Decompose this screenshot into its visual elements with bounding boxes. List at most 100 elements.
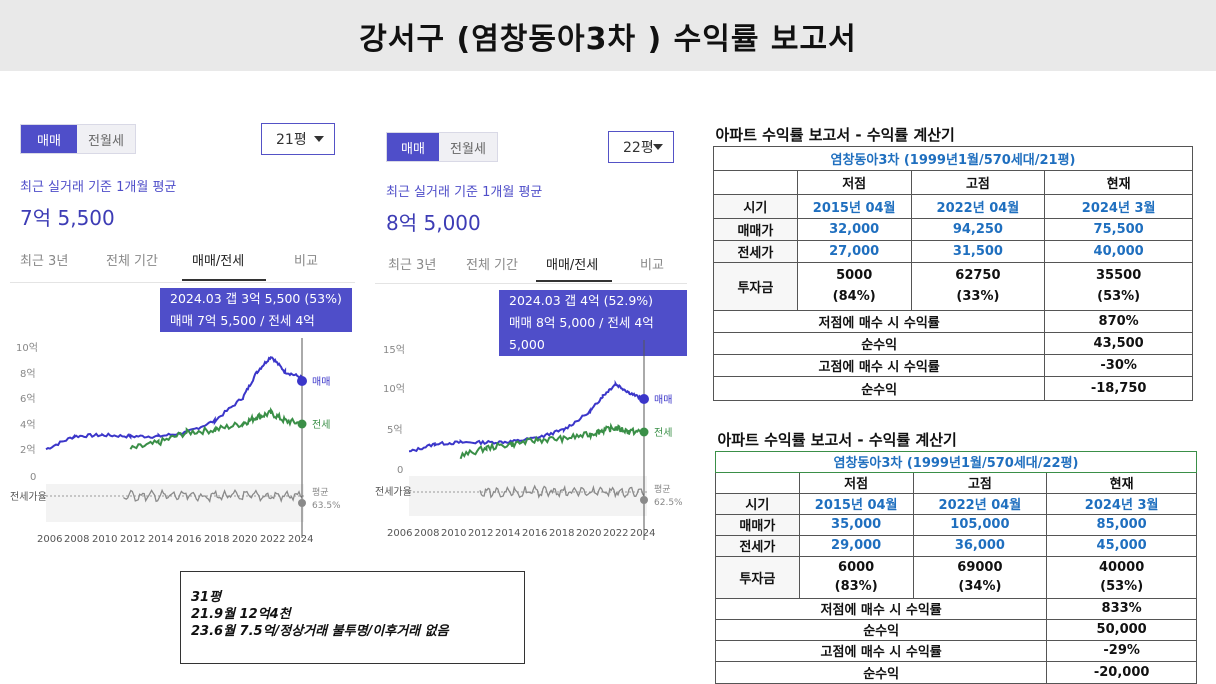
toggle-sale[interactable]: 매매 (21, 125, 77, 153)
cell: 40,000 (1044, 239, 1193, 263)
header-high: 고점 (912, 471, 1048, 494)
tab-recent-3y[interactable]: 최근 3년 (388, 258, 437, 273)
chart-series (45, 356, 303, 504)
avg-price: 7억 5,500 (20, 206, 115, 230)
cell: 62750 (33%) (910, 261, 1046, 311)
row-label: 매매가 (713, 217, 798, 241)
area-select-value: 21평 (276, 132, 307, 148)
cell: 35500 (53%) (1044, 261, 1193, 311)
tab-compare[interactable]: 비교 (294, 254, 318, 269)
report-header: 강서구 (염창동아3차 ) 수익률 보고서 (0, 0, 1216, 71)
summary-label: 저점에 매수 시 수익률 (712, 309, 1046, 333)
summary-label: 저점에 매수 시 수익률 (714, 597, 1048, 620)
jeonse-price-line (459, 422, 645, 460)
area-select-value: 22평 (623, 140, 654, 156)
x-tick-label: 2012 (120, 534, 145, 545)
invest-pct: (53%) (1097, 289, 1141, 304)
x-tick-label: 2010 (441, 528, 466, 539)
ratio-point (640, 496, 648, 504)
x-tick-label: 2008 (414, 528, 439, 539)
x-tick-label: 2016 (522, 528, 547, 539)
y-tick-label: 5억 (387, 424, 403, 436)
cell: 2022년 04월 (910, 193, 1046, 219)
row-label: 매매가 (715, 513, 800, 536)
table-title: 아파트 수익률 보고서 - 수익률 계산기 (715, 126, 955, 145)
invest-amount: 69000 (957, 560, 1003, 575)
summary-value: -20,000 (1046, 660, 1197, 684)
cell: 69000 (34%) (912, 555, 1048, 599)
x-tick-label: 2014 (495, 528, 520, 539)
sale-price-line (45, 356, 303, 451)
tabs-divider (10, 282, 355, 283)
invest-amount: 5000 (836, 268, 873, 283)
invest-amount: 6000 (838, 560, 875, 575)
tab-sale-jeonse[interactable]: 매매/전세 (192, 254, 245, 269)
row-label: 시기 (713, 193, 798, 219)
y-tick-label: 6억 (20, 393, 36, 405)
chart-series (408, 379, 645, 499)
invest-amount: 62750 (955, 268, 1001, 283)
tab-compare[interactable]: 비교 (640, 258, 664, 273)
ratio-band (409, 476, 647, 516)
tab-sale-jeonse[interactable]: 매매/전세 (546, 258, 599, 273)
summary-label: 고점에 매수 시 수익률 (712, 353, 1046, 377)
cell: 75,500 (1044, 217, 1193, 241)
toggle-rent[interactable]: 전월세 (77, 125, 135, 153)
cell: 35,000 (798, 513, 914, 536)
invest-amount: 35500 (1096, 268, 1142, 283)
tab-recent-3y[interactable]: 최근 3년 (20, 254, 69, 269)
cell: 2022년 04월 (912, 492, 1048, 515)
ratio-band (46, 484, 304, 522)
return-calc-table-22: 아파트 수익률 보고서 - 수익률 계산기 염창동아3차 (1999년1월/57… (714, 429, 1197, 684)
x-axis: 2006 2008 2010 2012 2014 2016 2018 2020 … (37, 534, 313, 545)
x-tick-label: 2018 (204, 534, 229, 545)
y-axis: 10억 8억 6억 4억 2억 0 (16, 342, 38, 483)
cell: 94,250 (910, 217, 1046, 241)
cell: 2024년 3월 (1044, 193, 1193, 219)
cell: 5000 (84%) (796, 261, 912, 311)
summary-label: 순수익 (714, 660, 1048, 684)
area-select[interactable]: 22평 (608, 131, 674, 163)
row-label: 투자금 (713, 261, 798, 311)
summary-value: -30% (1044, 353, 1193, 377)
summary-value: 870% (1044, 309, 1193, 333)
x-axis: 2006 2008 2010 2012 2014 2016 2018 2020 … (387, 528, 655, 539)
trade-type-toggle[interactable]: 매매 전월세 (20, 124, 136, 154)
summary-value: 50,000 (1046, 618, 1197, 641)
y-tick-label: 0 (30, 472, 36, 483)
cell: 6000 (83%) (798, 555, 914, 599)
y-tick-label: 2억 (20, 444, 36, 456)
sale-series-label: 매매 (654, 394, 672, 406)
header-blank (715, 471, 800, 494)
chart-panel-22: 매매 전월세 22평 최근 실거래 기준 1개월 평균 8억 5,000 최근 … (375, 115, 687, 550)
row-label: 전세가 (713, 239, 798, 263)
invest-pct: (84%) (832, 289, 876, 304)
cell: 40000 (53%) (1046, 555, 1197, 599)
tabs-divider (375, 283, 687, 284)
tab-all-period[interactable]: 전체 기간 (466, 258, 518, 273)
summary-label: 순수익 (714, 618, 1048, 641)
area-select[interactable]: 21평 (261, 123, 335, 155)
x-tick-label: 2022 (603, 528, 628, 539)
tooltip-gap: 2024.03 갭 3억 5,500 (53%) (170, 291, 342, 306)
toggle-rent[interactable]: 전월세 (439, 133, 497, 161)
chevron-down-icon (314, 136, 324, 142)
sale-series-label: 매매 (312, 376, 330, 388)
toggle-sale[interactable]: 매매 (387, 133, 439, 161)
cell: 105,000 (912, 513, 1048, 536)
jeonse-series-label: 전세 (654, 427, 672, 439)
row-label: 전세가 (715, 534, 800, 557)
x-tick-label: 2016 (176, 534, 201, 545)
jeonse-series-label: 전세 (312, 419, 330, 431)
avg-ratio-value: 63.5% (312, 501, 341, 511)
x-tick-label: 2010 (92, 534, 117, 545)
trade-type-toggle[interactable]: 매매 전월세 (386, 132, 498, 162)
summary-label: 고점에 매수 시 수익률 (714, 639, 1048, 662)
memo-line: 31평 (191, 590, 222, 605)
header-current: 현재 (1044, 169, 1193, 195)
x-tick-label: 2008 (64, 534, 89, 545)
tooltip-prices: 매매 7억 5,500 / 전세 4억 (170, 313, 315, 328)
sale-point (639, 394, 649, 404)
sale-price-line (408, 379, 645, 453)
tab-all-period[interactable]: 전체 기간 (106, 254, 158, 269)
